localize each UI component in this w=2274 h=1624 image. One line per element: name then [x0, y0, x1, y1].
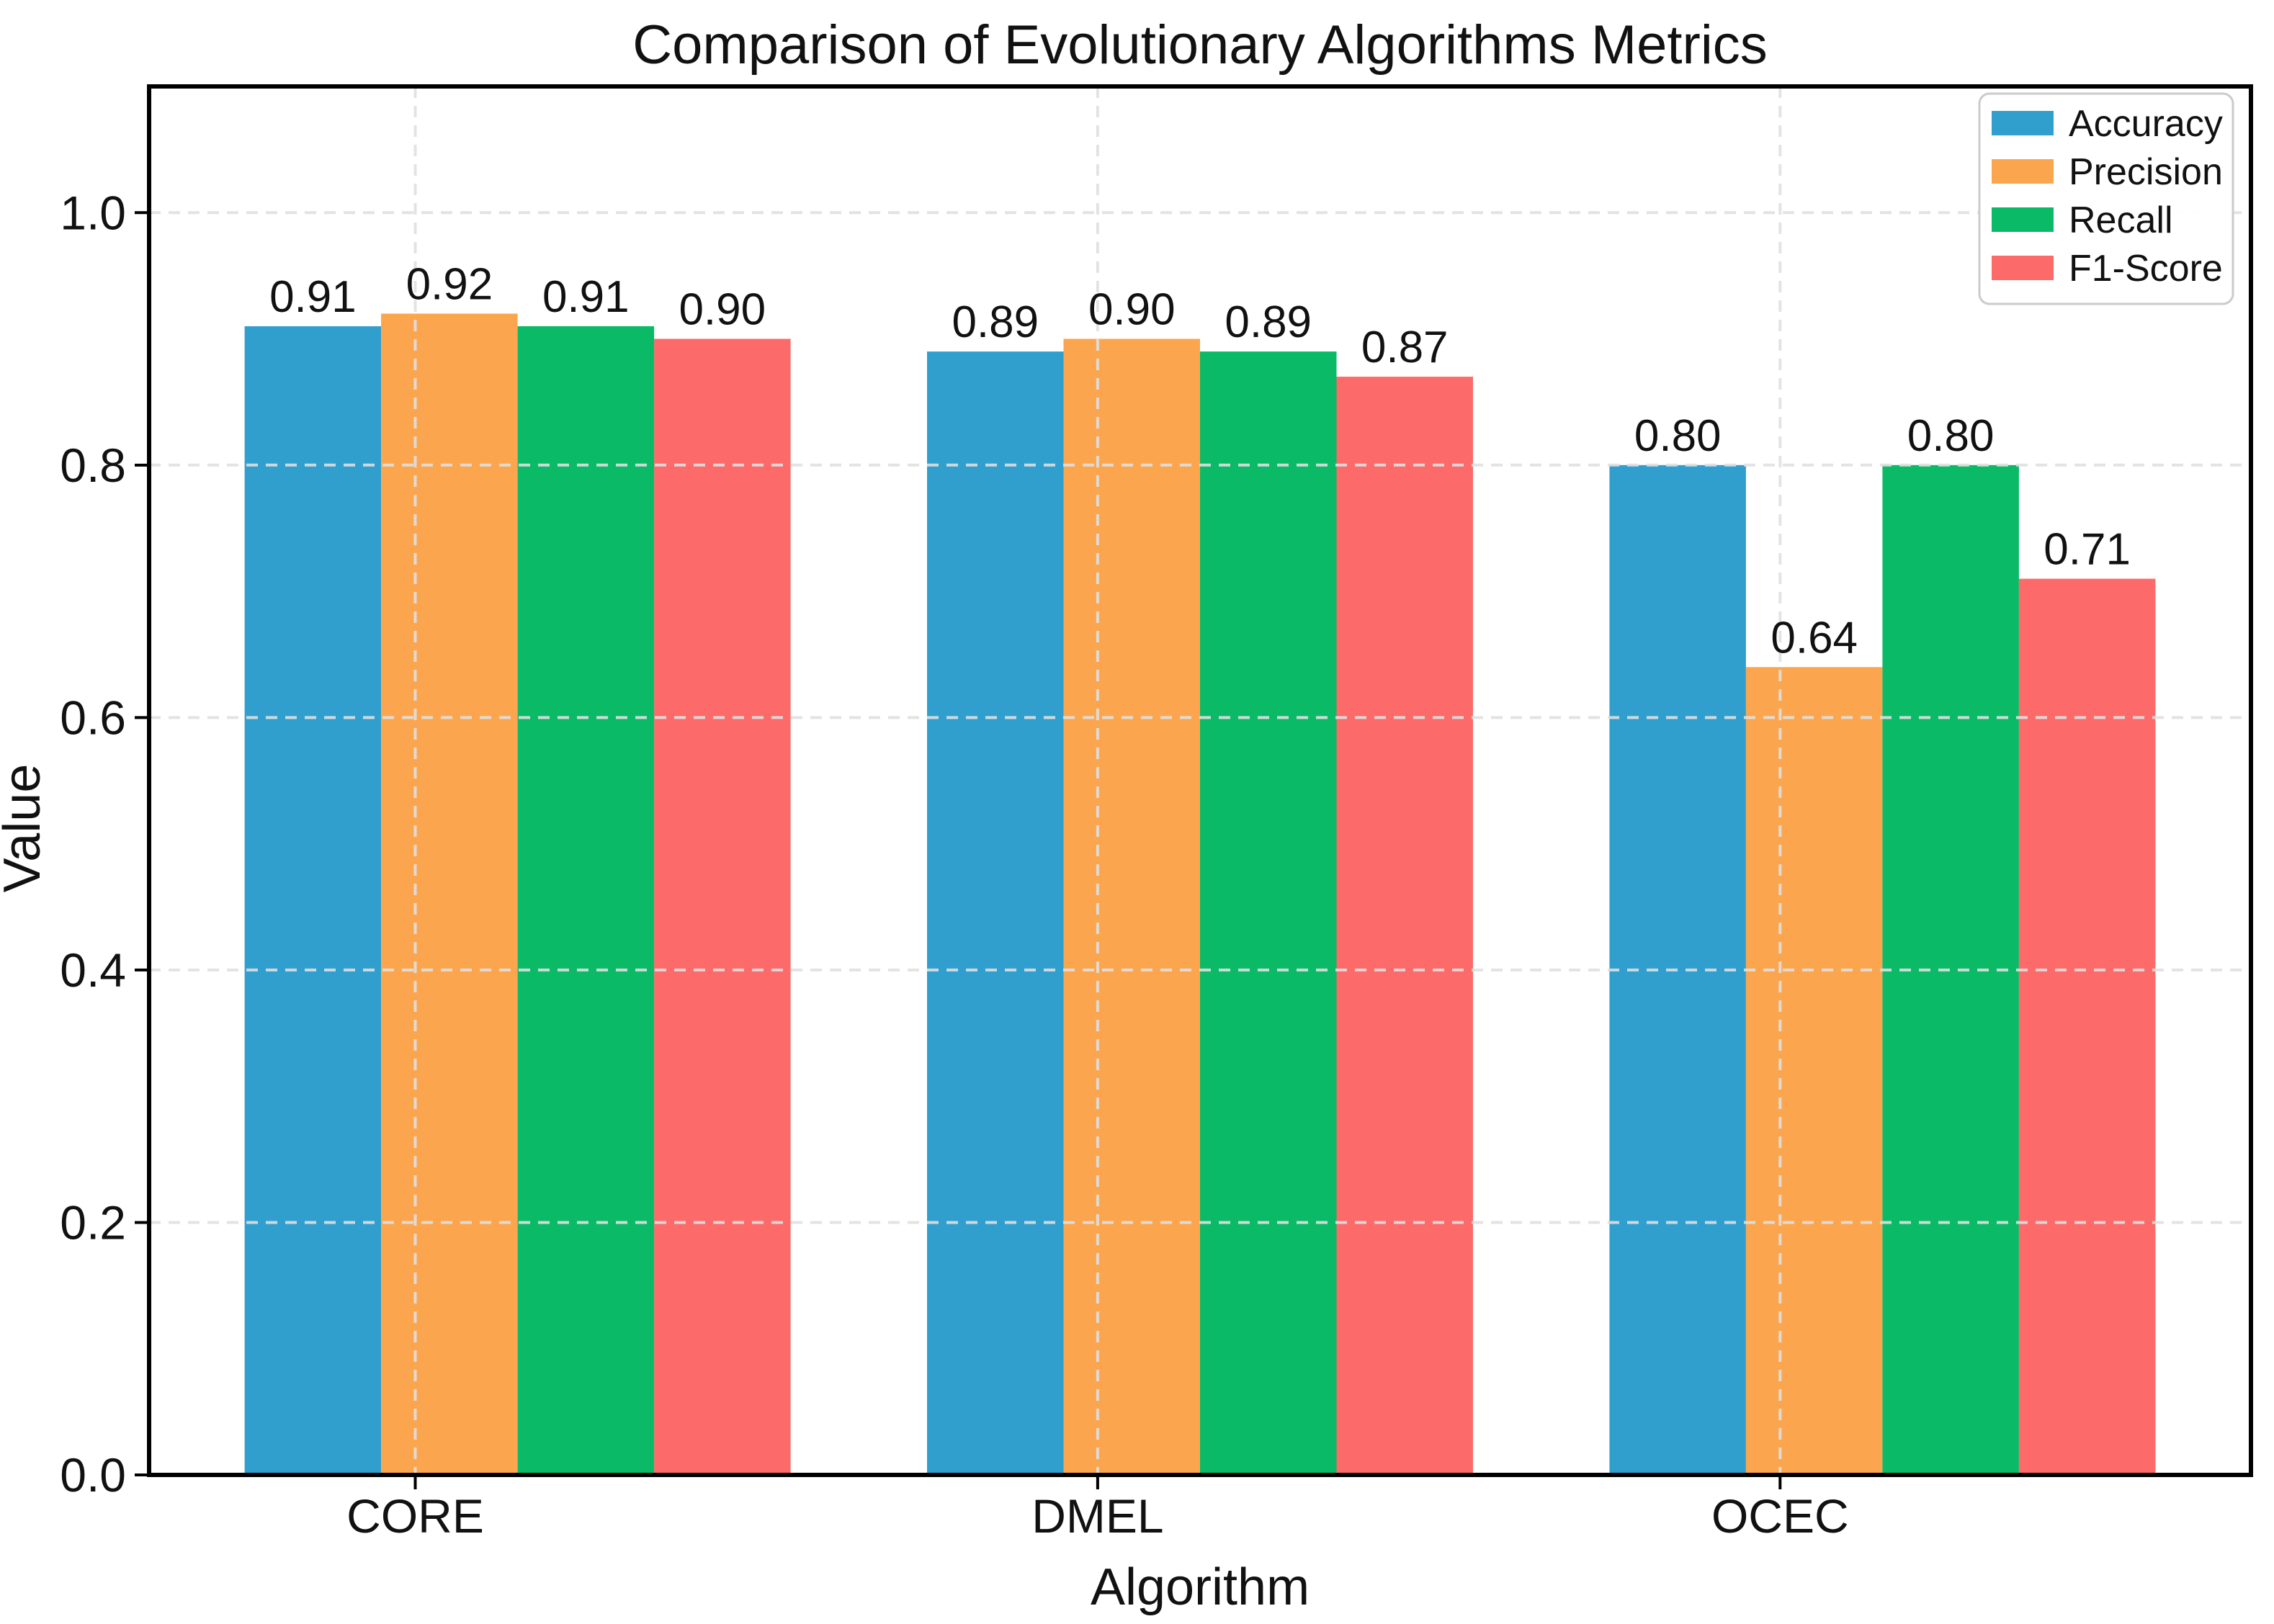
bar-value-core-f1-score: 0.90	[679, 285, 766, 335]
x-tick-labels: CORE DMEL OCEC	[346, 1489, 1848, 1543]
chart-title: Comparison of Evolutionary Algorithms Me…	[632, 14, 1767, 76]
x-tick-label-dmel: DMEL	[1031, 1489, 1163, 1543]
plot-area: 0.91 0.89 0.80 0.92 0.90 0.64 0.91 0.89 0.80 0.90…	[60, 84, 2253, 1543]
bar-value-dmel-precision: 0.90	[1088, 285, 1176, 335]
bar-dmel-recall	[1200, 351, 1337, 1476]
bar-core-recall	[517, 326, 655, 1475]
bar-value-dmel-accuracy: 0.89	[952, 297, 1039, 347]
bar-value-dmel-recall: 0.89	[1225, 297, 1312, 347]
bars-layer	[244, 313, 2156, 1476]
legend-label-f1-score: F1-Score	[2069, 248, 2223, 290]
bar-dmel-f1-score	[1336, 377, 1473, 1475]
bar-core-accuracy	[244, 326, 382, 1475]
bar-dmel-precision	[1063, 338, 1200, 1475]
bar-value-ocec-precision: 0.64	[1771, 613, 1858, 663]
legend-swatch-f1-score	[1992, 256, 2054, 280]
legend-item-recall: Recall	[1992, 199, 2173, 241]
x-tick-label-core: CORE	[346, 1489, 484, 1543]
plot-border	[147, 84, 2253, 1477]
y-tick-labels: 0.0 0.2 0.4 0.6 0.8 1.0	[60, 186, 126, 1502]
bar-ocec-f1-score	[2018, 578, 2156, 1475]
legend-swatch-precision	[1992, 159, 2054, 184]
y-tick-label-0.6: 0.6	[60, 691, 126, 744]
legend: Accuracy Precision Recall F1-Score	[1978, 92, 2234, 305]
bar-value-core-recall: 0.91	[542, 272, 630, 322]
y-tick-label-0.0: 0.0	[60, 1448, 126, 1502]
axes-layer: 0.0 0.2 0.4 0.6 0.8 1.0 CORE DMEL OCEC	[60, 84, 2253, 1543]
y-tick-label-0.2: 0.2	[60, 1196, 126, 1250]
bar-value-core-accuracy: 0.91	[269, 272, 357, 322]
bar-value-dmel-f1-score: 0.87	[1361, 323, 1449, 372]
y-tick-label-0.8: 0.8	[60, 439, 126, 492]
bar-value-ocec-recall: 0.80	[1907, 411, 1995, 461]
bar-core-precision	[381, 313, 518, 1475]
bar-value-ocec-f1-score: 0.71	[2044, 525, 2131, 575]
legend-label-accuracy: Accuracy	[2069, 103, 2223, 145]
bar-value-labels: 0.91 0.89 0.80 0.92 0.90 0.64 0.91 0.89 0.80 0.90…	[269, 260, 2131, 663]
y-tick-label-1.0: 1.0	[60, 186, 126, 239]
legend-label-precision: Precision	[2069, 151, 2223, 193]
bar-ocec-precision	[1745, 667, 1883, 1475]
legend-swatch-recall	[1992, 207, 2054, 232]
legend-box	[1978, 92, 2234, 305]
tick-marks	[135, 211, 1782, 1489]
legend-swatch-accuracy	[1992, 111, 2054, 135]
bar-dmel-accuracy	[927, 351, 1064, 1476]
legend-item-accuracy: Accuracy	[1992, 103, 2223, 145]
x-tick-label-ocec: OCEC	[1711, 1489, 1849, 1543]
y-tick-label-0.4: 0.4	[60, 943, 126, 997]
x-axis-label: Algorithm	[1091, 1558, 1310, 1616]
legend-item-f1-score: F1-Score	[1992, 248, 2223, 290]
bar-value-core-precision: 0.92	[406, 260, 493, 310]
legend-item-precision: Precision	[1992, 151, 2223, 193]
y-axis-label: Value	[0, 764, 51, 893]
legend-label-recall: Recall	[2069, 199, 2173, 241]
bar-value-ocec-accuracy: 0.80	[1634, 411, 1722, 461]
bar-core-f1-score	[654, 338, 791, 1475]
